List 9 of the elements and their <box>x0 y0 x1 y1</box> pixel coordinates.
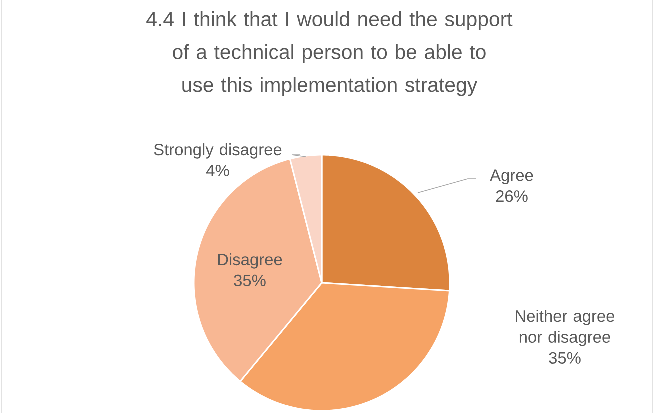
data-label: 35% <box>549 352 581 364</box>
slice-label: Disagree <box>218 254 282 269</box>
slice-label: Neither agree nor disagree <box>516 310 614 346</box>
slice-label: Agree <box>490 170 534 185</box>
data-label: 26% <box>496 190 528 202</box>
slice-label: Strongly disagree <box>154 144 282 159</box>
chart-title: 4.4 I think that I would need the support of a technical person to be able to use this implementation strategy <box>146 12 513 96</box>
data-label: 35% <box>234 274 266 286</box>
data-label: 4% <box>206 164 230 176</box>
